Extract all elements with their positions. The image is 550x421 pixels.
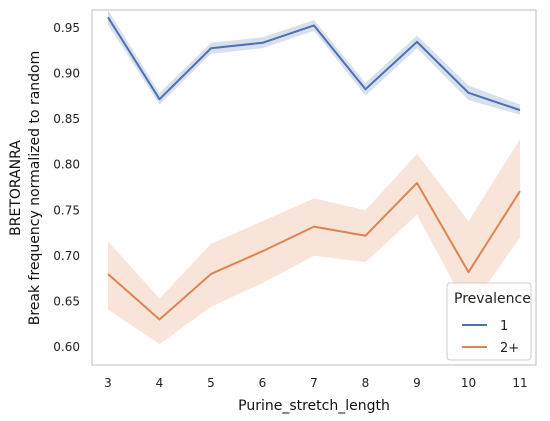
- y-axis-label-line1: BRETORANRA: [8, 140, 24, 236]
- x-tick-label: 3: [104, 376, 112, 390]
- y-tick-label: 0.90: [53, 67, 80, 81]
- y-tick-labels: 0.60 0.65 0.70 0.75 0.80 0.85 0.90 0.95: [53, 21, 80, 354]
- legend-label-2plus: 2+: [500, 341, 519, 356]
- legend: Prevalence 1 2+: [446, 282, 532, 361]
- x-tick-label: 5: [207, 376, 215, 390]
- legend-label-1: 1: [500, 319, 508, 334]
- y-tick-label: 0.60: [53, 340, 80, 354]
- x-tick-label: 7: [310, 376, 318, 390]
- series-line-2plus: [107, 181, 521, 321]
- ci-band-1: [108, 10, 520, 115]
- x-tick-label: 6: [259, 376, 267, 390]
- x-tick-label: 11: [512, 376, 527, 390]
- x-tick-labels: 3 4 5 6 7 8 9 10 11: [104, 376, 527, 390]
- y-tick-label: 0.85: [53, 112, 80, 126]
- legend-box: [446, 282, 532, 361]
- y-axis-label-line2: Break frequency normalized to random: [27, 51, 43, 326]
- y-tick-label: 0.70: [53, 249, 80, 263]
- y-tick-label: 0.65: [53, 294, 80, 308]
- y-tick-label: 0.95: [53, 21, 80, 35]
- x-tick-label: 10: [461, 376, 476, 390]
- ci-band-2plus: [108, 139, 520, 345]
- series-line-1: [107, 16, 521, 112]
- y-tick-label: 0.80: [53, 158, 80, 172]
- x-tick-label: 9: [413, 376, 421, 390]
- x-tick-label: 4: [156, 376, 164, 390]
- confidence-bands: [108, 10, 520, 345]
- y-tick-label: 0.75: [53, 203, 80, 217]
- legend-title: Prevalence: [454, 291, 531, 307]
- x-axis-label: Purine_stretch_length: [238, 398, 390, 414]
- series-lines: [107, 16, 521, 321]
- x-tick-label: 8: [362, 376, 370, 390]
